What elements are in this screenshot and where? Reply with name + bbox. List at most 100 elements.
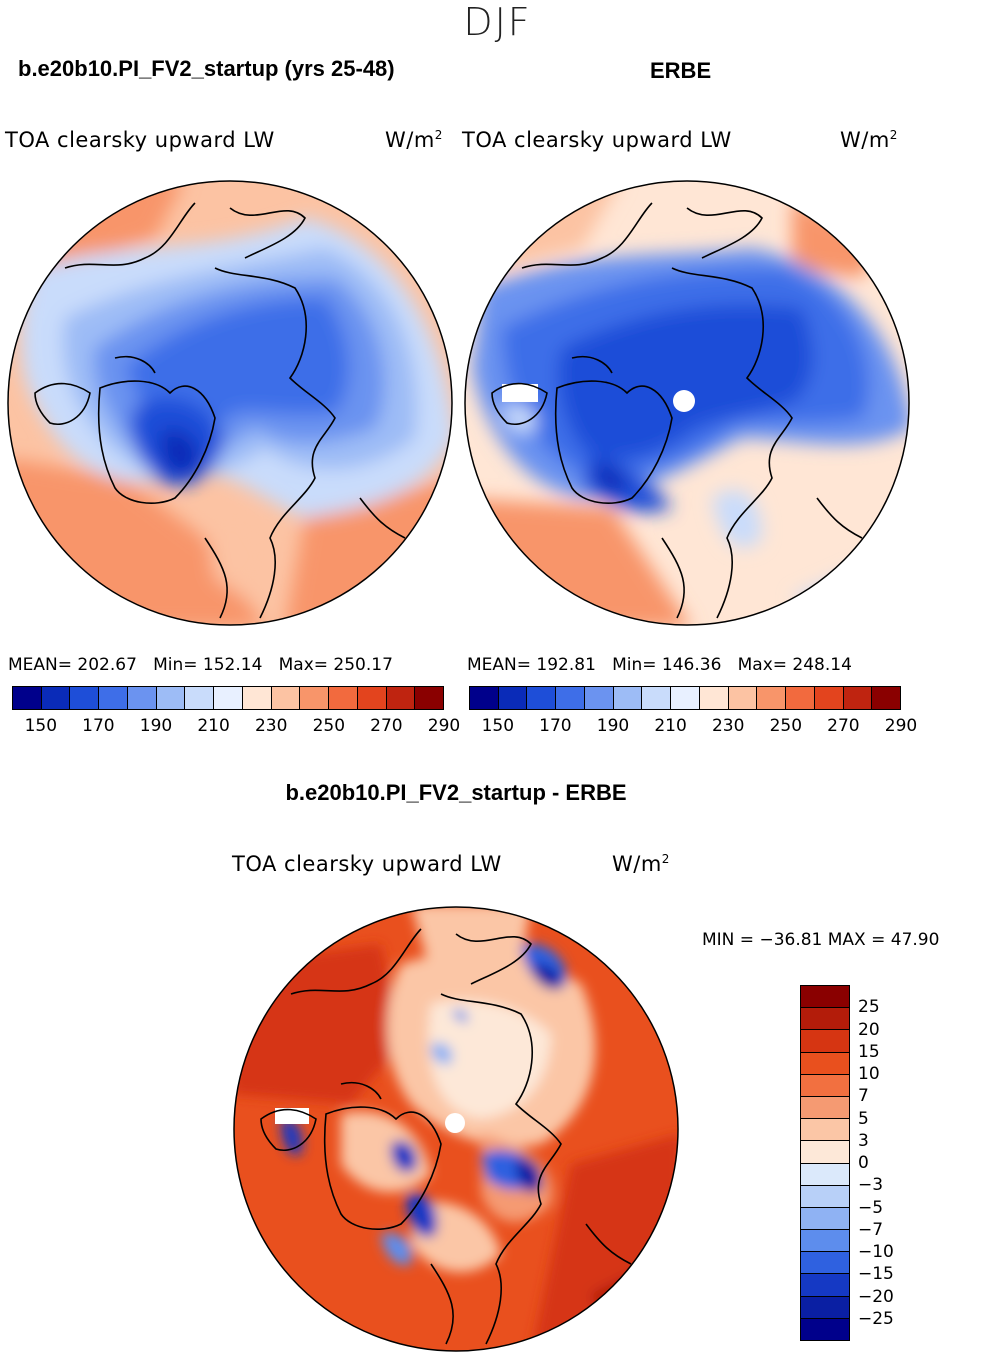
obs-colorbar-swatch (498, 687, 528, 709)
model-colorbar-swatch (300, 687, 330, 709)
model-colorbar-swatch (214, 687, 243, 709)
obs-colorbar-tick-label: 230 (711, 716, 745, 736)
obs-colorbar-swatch (843, 687, 873, 709)
obs-colorbar-tick-label: 290 (884, 716, 918, 736)
obs-min: Min= 146.36 (612, 655, 722, 675)
diff-colorbar-swatch (801, 1141, 849, 1164)
model-colorbar-swatch (70, 687, 100, 709)
model-colorbar-tick-label: 250 (312, 716, 346, 736)
model-colorbar-swatch (99, 687, 128, 709)
diff-colorbar-swatch (801, 1119, 849, 1142)
model-colorbar-swatch (156, 687, 186, 709)
obs-case-title: ERBE (650, 58, 712, 83)
obs-colorbar-swatch (814, 687, 844, 709)
diff-colorbar-tick-label: −3 (858, 1175, 884, 1196)
diff-colorbar-tick-label: −10 (858, 1242, 894, 1262)
obs-colorbar-tick-label: 170 (539, 716, 572, 736)
diff-colorbar-swatch (801, 1296, 849, 1319)
model-colorbar-swatch (41, 687, 71, 709)
model-colorbar-swatch (357, 687, 387, 709)
obs-units-label: W/m2 (840, 128, 898, 152)
obs-coastlines (491, 202, 863, 619)
model-colorbar-swatch (386, 687, 416, 709)
obs-colorbar-swatch (584, 687, 614, 709)
model-colorbar-swatch (415, 687, 444, 709)
diff-variable-label: TOA clearsky upward LW (232, 852, 502, 876)
obs-colorbar-swatch (786, 687, 815, 709)
diff-colorbar-swatch (801, 1096, 849, 1120)
obs-colorbar-swatch (527, 687, 557, 709)
diff-colorbar-swatch (801, 1230, 849, 1253)
diff-colorbar-swatch (801, 1274, 849, 1297)
obs-colorbar-swatch (470, 687, 499, 709)
model-mean: MEAN= 202.67 (8, 655, 137, 675)
obs-colorbar-swatch (728, 687, 758, 709)
model-colorbar-tick-label: 210 (197, 716, 230, 736)
model-stats: MEAN= 202.67 Min= 152.14 Max= 250.17 (8, 655, 393, 675)
obs-colorbar-swatch (757, 687, 787, 709)
diff-colorbar-swatch (801, 1163, 849, 1186)
obs-polar-map (464, 180, 910, 626)
obs-stats: MEAN= 192.81 Min= 146.36 Max= 248.14 (467, 655, 852, 675)
model-variable-label: TOA clearsky upward LW (5, 128, 275, 152)
model-colorbar-tick-label: 190 (139, 716, 173, 736)
diff-colorbar-tick-label: 15 (858, 1041, 880, 1062)
model-case-title: b.e20b10.PI_FV2_startup (yrs 25-48) (18, 56, 395, 81)
model-colorbar-swatch (271, 687, 301, 709)
model-colorbar-tick-label: 270 (370, 716, 403, 736)
diff-colorbar-ticks: 25 20 15 10 7 5 3 0 −3 −5 −7 −10 −15 −20 −25 (858, 985, 918, 1341)
diff-colorbar-tick-label: −15 (858, 1264, 894, 1285)
obs-colorbar-swatch (872, 687, 901, 709)
obs-colorbar-tick-label: 190 (596, 716, 630, 736)
model-colorbar-tick-label: 230 (254, 716, 288, 736)
model-max: Max= 250.17 (278, 655, 393, 675)
diff-case-title: b.e20b10.PI_FV2_startup - ERBE (285, 780, 627, 805)
model-coastlines (34, 202, 406, 619)
model-colorbar-swatch (329, 687, 358, 709)
diff-colorbar-tick-label: 10 (858, 1064, 880, 1084)
obs-colorbar-tick-label: 150 (481, 716, 515, 736)
obs-mean: MEAN= 192.81 (467, 655, 596, 675)
diff-colorbar-swatch (801, 1252, 849, 1275)
diff-colorbar-swatch (801, 1030, 849, 1053)
model-colorbar-ticks: 150 170 190 210 230 250 270 290 (12, 716, 461, 738)
model-colorbar-swatch (242, 687, 272, 709)
obs-variable-label: TOA clearsky upward LW (462, 128, 732, 152)
diff-colorbar-swatch (801, 1052, 849, 1075)
diff-colorbar-swatch (801, 1318, 849, 1340)
obs-colorbar-swatch (556, 687, 585, 709)
diff-minmax: MIN = −36.81 MAX = 47.90 (702, 930, 940, 950)
obs-colorbar (469, 686, 901, 710)
diff-colorbar-tick-label: 20 (858, 1019, 880, 1040)
diff-colorbar-swatch (801, 1207, 849, 1231)
diff-colorbar-tick-label: 0 (858, 1153, 869, 1173)
diff-colorbar-tick-label: 5 (858, 1108, 869, 1129)
diff-polar-map (233, 906, 679, 1352)
diff-colorbar-swatch (801, 1008, 849, 1031)
obs-colorbar-tick-label: 250 (769, 716, 803, 736)
diff-colorbar-tick-label: −20 (858, 1286, 894, 1307)
model-colorbar-tick-label: 150 (24, 716, 58, 736)
diff-colorbar-swatch (801, 1074, 849, 1097)
diff-units-label: W/m2 (612, 852, 670, 876)
obs-max: Max= 248.14 (737, 655, 852, 675)
model-polar-map (7, 180, 453, 626)
obs-colorbar-swatch (671, 687, 700, 709)
model-min: Min= 152.14 (153, 655, 263, 675)
obs-colorbar-ticks: 150 170 190 210 230 250 270 290 (469, 716, 918, 738)
diff-colorbar-tick-label: −5 (858, 1197, 884, 1218)
model-colorbar-swatch (127, 687, 157, 709)
obs-colorbar-tick-label: 270 (827, 716, 860, 736)
diff-colorbar-swatch (801, 1185, 849, 1208)
obs-colorbar-swatch (613, 687, 643, 709)
season-title: DJF (463, 0, 532, 44)
model-colorbar-swatch (185, 687, 215, 709)
obs-colorbar-swatch (642, 687, 672, 709)
diff-colorbar-swatch (801, 986, 849, 1009)
obs-colorbar-tick-label: 210 (654, 716, 687, 736)
model-colorbar (12, 686, 444, 710)
model-units-label: W/m2 (385, 128, 443, 152)
diff-colorbar-tick-label: 3 (858, 1130, 869, 1151)
diff-colorbar-tick-label: −7 (858, 1219, 884, 1240)
diff-colorbar (800, 985, 850, 1341)
